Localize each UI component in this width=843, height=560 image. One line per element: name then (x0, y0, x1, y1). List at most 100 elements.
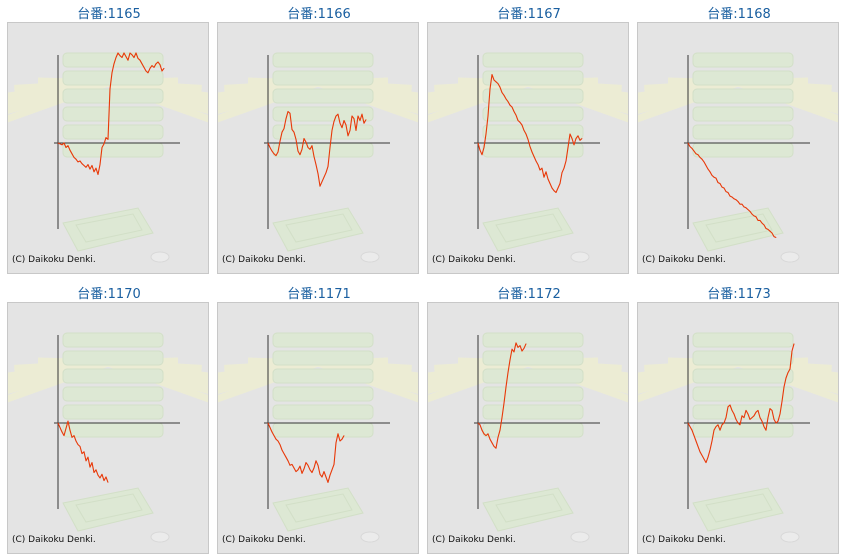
line-chart (638, 332, 838, 543)
base-tray-inner-decoration (75, 493, 143, 523)
data-point (301, 148, 303, 150)
data-point (731, 410, 733, 411)
chart-frame: (C) Daikoku Denki. (637, 302, 839, 554)
data-point (309, 148, 311, 150)
data-point (281, 449, 283, 451)
data-point (525, 343, 527, 345)
data-point (705, 165, 707, 166)
data-point (113, 63, 115, 65)
chart-title[interactable]: 台番:1166 (287, 7, 351, 22)
tray-decoration (272, 106, 374, 122)
tray-decoration (62, 124, 164, 140)
base-tray-decoration (272, 487, 364, 532)
data-point (483, 147, 485, 148)
data-point (519, 121, 521, 123)
data-point (727, 192, 729, 193)
data-point (343, 120, 345, 121)
data-point (705, 462, 707, 463)
data-point (691, 429, 693, 431)
background-graphic (218, 52, 418, 263)
base-tray-decoration (692, 487, 784, 532)
data-point (713, 176, 715, 178)
data-point (751, 213, 753, 215)
data-point (313, 467, 315, 469)
copyright-text: (C) Daikoku Denki. (642, 255, 726, 265)
line-chart (638, 52, 838, 263)
data-point (477, 422, 479, 424)
data-point (291, 129, 293, 130)
data-point (543, 176, 545, 178)
data-point (133, 57, 135, 58)
data-point (523, 130, 525, 131)
data-point (139, 59, 141, 61)
data-point (695, 153, 697, 155)
data-point (61, 431, 63, 433)
data-point (763, 224, 765, 226)
data-point (277, 151, 279, 153)
data-point (737, 201, 739, 202)
base-tray-decoration (272, 207, 364, 252)
coin-decoration (570, 531, 590, 543)
data-point (729, 195, 731, 197)
base-tray-decoration (62, 487, 154, 532)
data-point (715, 426, 717, 427)
tray-decoration (62, 350, 164, 366)
data-point (765, 228, 767, 229)
base-tray-inner-decoration (495, 213, 563, 243)
chart-panel: 台番:1165 (C) Daikoku Denki. (4, 0, 214, 280)
data-point (153, 67, 155, 68)
data-point (725, 417, 727, 418)
copyright-text: (C) Daikoku Denki. (432, 535, 516, 545)
tray-decoration (62, 52, 164, 68)
data-point (269, 147, 271, 148)
base-tray-decoration (692, 207, 784, 252)
data-point (551, 187, 553, 189)
data-point (485, 133, 487, 135)
data-point (159, 64, 161, 66)
data-point (689, 426, 691, 427)
tray-decoration (62, 106, 164, 122)
data-point (95, 167, 97, 169)
tray-decoration (62, 404, 164, 420)
data-point (363, 122, 365, 124)
coin-decoration (780, 251, 800, 263)
data-point (365, 119, 367, 120)
data-point (77, 161, 79, 163)
data-point (713, 429, 715, 431)
data-point (511, 348, 513, 350)
data-point (343, 435, 345, 436)
chart-title[interactable]: 台番:1173 (707, 287, 771, 302)
data-point (739, 424, 741, 426)
chart-panel: 台番:1171 (C) Daikoku Denki. (214, 280, 424, 560)
data-point (91, 462, 93, 463)
chart-title[interactable]: 台番:1170 (77, 287, 141, 302)
data-point (285, 456, 287, 458)
chart-title[interactable]: 台番:1168 (707, 7, 771, 22)
data-point (333, 464, 335, 465)
data-point (515, 342, 517, 344)
data-point (299, 465, 301, 467)
data-point (579, 139, 581, 141)
tray-decoration (692, 350, 794, 366)
tray-decoration (272, 368, 374, 384)
data-point (127, 59, 129, 61)
tray-decoration (692, 88, 794, 104)
data-point (341, 438, 343, 440)
data-point (331, 130, 333, 131)
data-point (335, 115, 337, 117)
data-point (329, 474, 331, 476)
data-point (135, 52, 137, 54)
data-point (267, 422, 269, 424)
chart-title[interactable]: 台番:1167 (497, 7, 561, 22)
data-point (275, 155, 277, 157)
series-line (57, 420, 109, 483)
chart-title[interactable]: 台番:1165 (77, 7, 141, 22)
data-point (787, 372, 789, 373)
data-point (327, 482, 329, 483)
data-point (341, 127, 343, 129)
chart-title[interactable]: 台番:1172 (497, 287, 561, 302)
tray-decoration (62, 70, 164, 86)
chart-title[interactable]: 台番:1171 (287, 287, 351, 302)
tray-decoration (482, 368, 584, 384)
